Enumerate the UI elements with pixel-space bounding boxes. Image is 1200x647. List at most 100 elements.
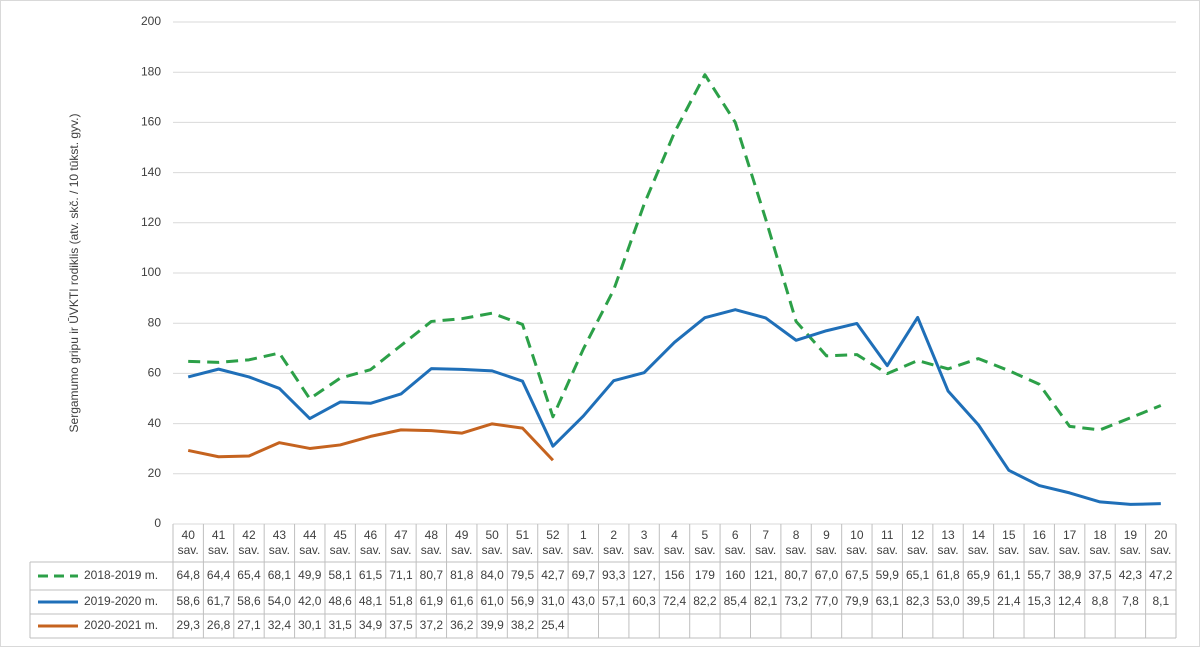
x-tick-label: 16 sav. (1028, 528, 1050, 557)
data-label: 73,2 (784, 594, 808, 608)
data-label: 65,9 (967, 568, 991, 582)
y-tick-label: 160 (141, 115, 161, 129)
y-axis-label: Sergamumo gripu ir ŪVKTI rodiklis (atv. … (67, 114, 81, 433)
data-label: 67,0 (815, 568, 839, 582)
data-label: 37,5 (1088, 568, 1112, 582)
data-label: 47,2 (1149, 568, 1173, 582)
data-label: 82,1 (754, 594, 778, 608)
data-label: 127, (632, 568, 655, 582)
data-label: 48,1 (359, 594, 383, 608)
data-label: 63,1 (876, 594, 900, 608)
data-label: 30,1 (298, 618, 322, 632)
x-tick-label: 13 sav. (937, 528, 959, 557)
data-label: 58,6 (237, 594, 261, 608)
data-label: 43,0 (572, 594, 596, 608)
data-label: 37,5 (389, 618, 413, 632)
data-label: 37,2 (420, 618, 444, 632)
data-label: 160 (725, 568, 745, 582)
data-label: 7,8 (1122, 594, 1139, 608)
data-label: 53,0 (936, 594, 960, 608)
data-label: 82,3 (906, 594, 930, 608)
y-tick-label: 140 (141, 165, 161, 179)
data-label: 84,0 (480, 568, 504, 582)
x-tick-label: 15 sav. (998, 528, 1020, 557)
data-label: 61,5 (359, 568, 383, 582)
legend-label: 2019-2020 m. (84, 594, 158, 608)
x-tick-label: 9 sav. (815, 528, 838, 557)
data-label: 77,0 (815, 594, 839, 608)
data-label: 82,2 (693, 594, 717, 608)
data-label: 57,1 (602, 594, 626, 608)
data-label: 61,0 (480, 594, 504, 608)
y-tick-label: 80 (148, 315, 162, 329)
x-tick-label: 10 sav. (846, 528, 868, 557)
x-tick-label: 52 sav. (542, 528, 564, 557)
data-label: 27,1 (237, 618, 261, 632)
data-label: 85,4 (724, 594, 748, 608)
x-tick-label: 18 sav. (1089, 528, 1111, 557)
data-label: 26,8 (207, 618, 231, 632)
y-tick-label: 180 (141, 64, 161, 78)
data-label: 61,8 (936, 568, 960, 582)
data-label: 61,1 (997, 568, 1021, 582)
data-label: 55,7 (1028, 568, 1052, 582)
data-label: 156 (664, 568, 684, 582)
x-tick-label: 7 sav. (755, 528, 777, 557)
x-tick-label: 51 sav. (511, 528, 534, 557)
data-label: 79,9 (845, 594, 869, 608)
y-tick-label: 200 (141, 14, 161, 28)
y-tick-label: 20 (148, 466, 162, 480)
data-label: 72,4 (663, 594, 687, 608)
data-label: 58,1 (328, 568, 352, 582)
data-label: 54,0 (268, 594, 292, 608)
data-label: 61,9 (420, 594, 444, 608)
data-label: 32,4 (268, 618, 292, 632)
data-label: 25,4 (541, 618, 565, 632)
data-label: 15,3 (1028, 594, 1052, 608)
data-label: 51,8 (389, 594, 413, 608)
data-label: 31,5 (328, 618, 352, 632)
data-label: 60,3 (632, 594, 656, 608)
y-tick-label: 100 (141, 265, 161, 279)
data-label: 64,8 (177, 568, 201, 582)
data-label: 49,9 (298, 568, 322, 582)
x-tick-label: 41 sav. (208, 528, 230, 557)
data-label: 42,3 (1119, 568, 1143, 582)
x-tick-label: 48 sav. (420, 528, 442, 557)
data-label: 81,8 (450, 568, 474, 582)
data-label: 48,6 (328, 594, 352, 608)
data-label: 64,4 (207, 568, 231, 582)
x-tick-label: 14 sav. (967, 528, 989, 557)
data-label: 61,6 (450, 594, 474, 608)
y-tick-label: 0 (154, 516, 161, 530)
data-label: 8,8 (1092, 594, 1109, 608)
x-tick-label: 6 sav. (724, 528, 746, 557)
x-tick-label: 12 sav. (907, 528, 929, 557)
x-tick-label: 44 sav. (299, 528, 321, 557)
series-line (187, 422, 555, 462)
y-tick-label: 120 (141, 215, 161, 229)
y-tick-label: 40 (148, 416, 162, 430)
data-label: 12,4 (1058, 594, 1082, 608)
data-label: 69,7 (572, 568, 596, 582)
x-tick-label: 1 sav. (572, 528, 594, 557)
x-tick-label: 11 sav. (876, 528, 898, 557)
y-tick-label: 60 (148, 366, 162, 380)
data-label: 80,7 (784, 568, 808, 582)
data-label: 8,1 (1152, 594, 1169, 608)
x-tick-label: 3 sav. (633, 528, 655, 557)
data-label: 121, (754, 568, 777, 582)
x-tick-label: 43 sav. (268, 528, 290, 557)
data-label: 34,9 (359, 618, 383, 632)
series-line (187, 308, 1161, 506)
legend-label: 2018-2019 m. (84, 568, 158, 582)
x-tick-label: 42 sav. (238, 528, 260, 557)
data-label: 38,9 (1058, 568, 1082, 582)
data-label: 39,5 (967, 594, 991, 608)
x-tick-label: 2 sav. (603, 528, 625, 557)
data-label: 93,3 (602, 568, 626, 582)
x-tick-label: 19 sav. (1119, 528, 1141, 557)
x-tick-label: 5 sav. (694, 528, 716, 557)
x-tick-label: 20 sav. (1150, 528, 1172, 557)
